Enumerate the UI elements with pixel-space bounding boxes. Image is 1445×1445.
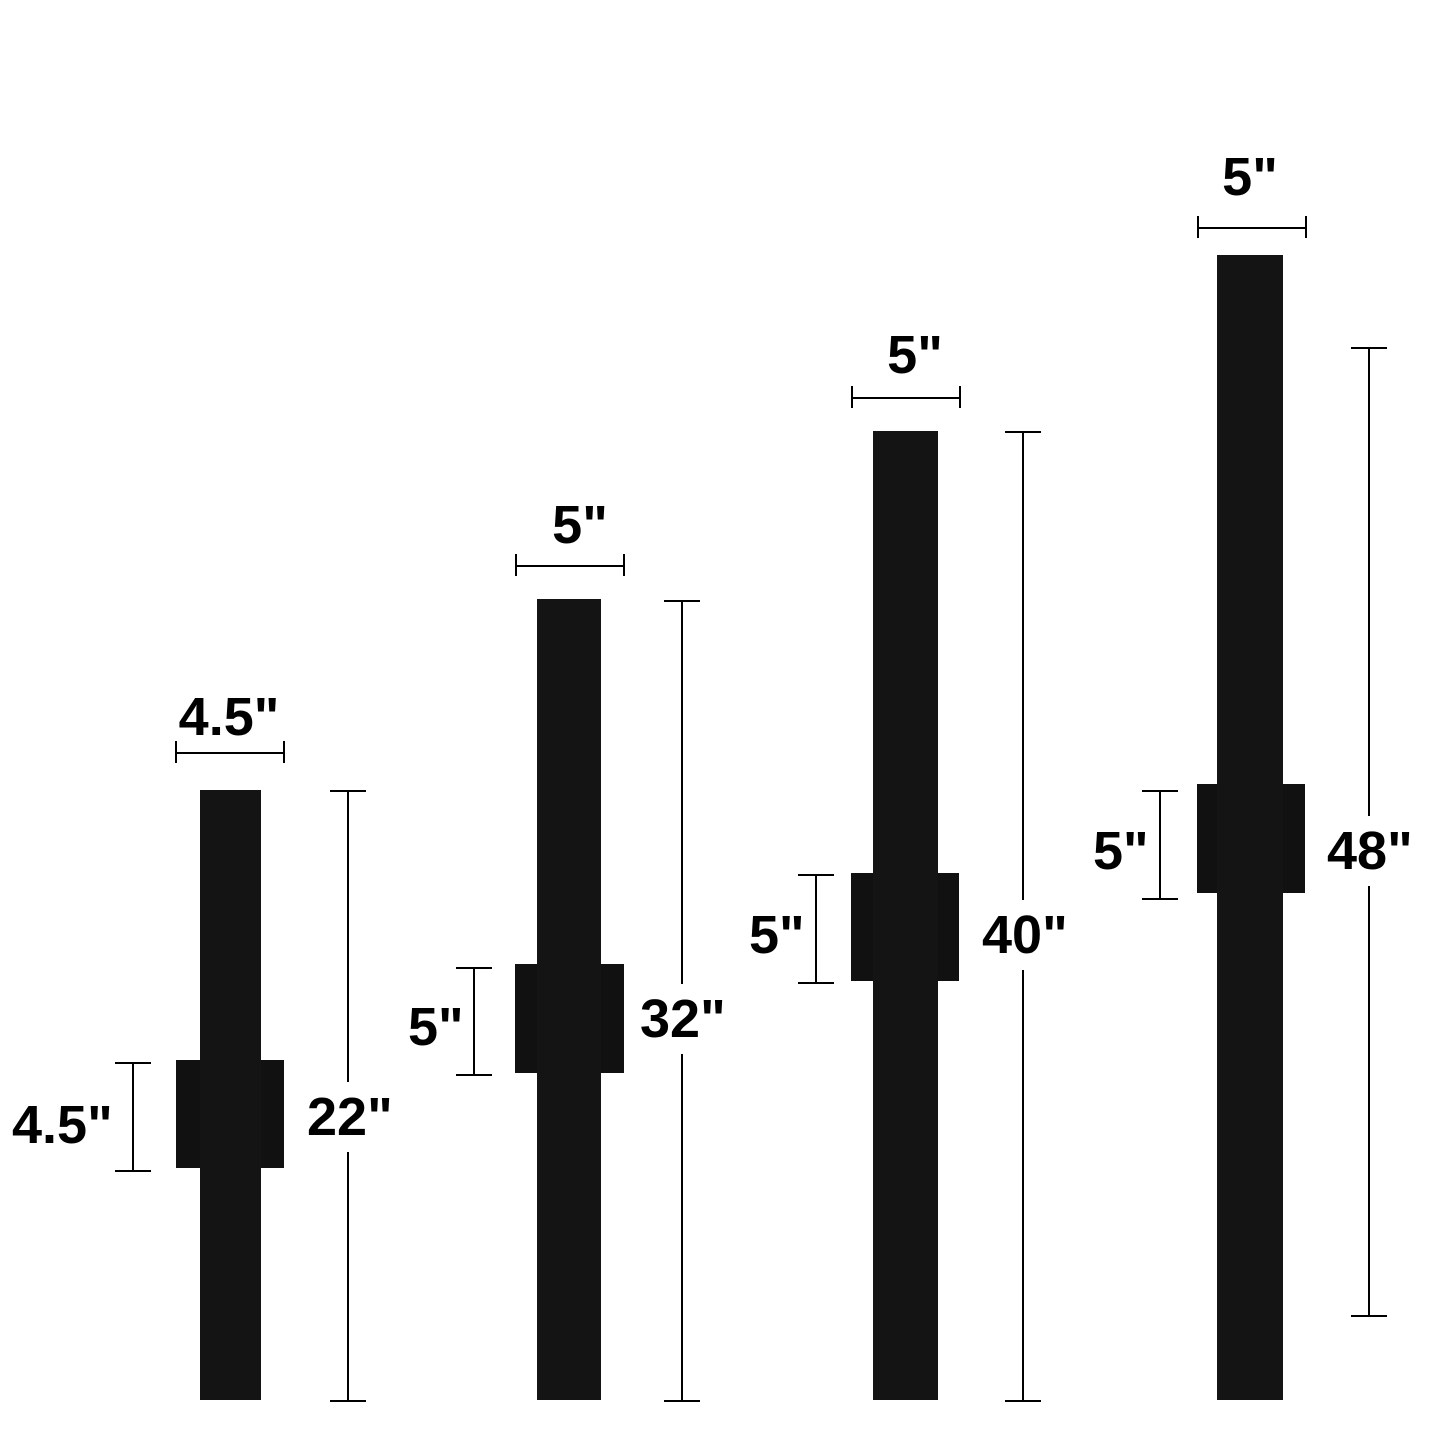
bracket-label: 5" xyxy=(408,997,464,1057)
dimension-tick xyxy=(664,600,700,602)
label-gap xyxy=(341,1082,355,1152)
label-gap xyxy=(1362,816,1376,886)
dimension-tick xyxy=(330,1400,366,1402)
bracket-dimension-line xyxy=(815,874,817,982)
height-label: 40" xyxy=(982,905,1068,965)
dimension-tick xyxy=(1142,898,1178,900)
width-dimension-line xyxy=(851,397,959,399)
dimension-tick xyxy=(1005,1400,1041,1402)
height-label: 22" xyxy=(307,1087,393,1147)
dimension-tick xyxy=(623,554,625,576)
light-fixture-bar xyxy=(200,790,261,1400)
dimension-tick xyxy=(1351,347,1387,349)
height-label: 48" xyxy=(1327,821,1413,881)
dimension-tick xyxy=(115,1170,151,1172)
bracket-dimension-line xyxy=(132,1062,134,1170)
label-gap xyxy=(675,984,689,1054)
bracket-label: 4.5" xyxy=(12,1095,113,1155)
bracket-dimension-line xyxy=(473,967,475,1074)
dimension-tick xyxy=(456,1074,492,1076)
dimension-tick xyxy=(1305,216,1307,238)
light-fixture-bar xyxy=(1217,255,1283,1400)
label-gap xyxy=(1016,900,1030,970)
dimension-tick xyxy=(1142,790,1178,792)
dimension-tick xyxy=(1351,1315,1387,1317)
dimension-tick xyxy=(959,386,961,408)
light-fixture-bar xyxy=(537,599,601,1400)
bracket-dimension-line xyxy=(1159,790,1161,898)
width-dimension-line xyxy=(1197,227,1305,229)
light-fixture-bar xyxy=(873,431,938,1400)
height-label: 32" xyxy=(640,989,726,1049)
width-dimension-line xyxy=(515,565,623,567)
dimension-tick xyxy=(1197,216,1199,238)
dimension-tick xyxy=(456,967,492,969)
dimension-tick xyxy=(851,386,853,408)
dimension-tick xyxy=(115,1062,151,1064)
dimension-tick xyxy=(664,1400,700,1402)
width-dimension-line xyxy=(175,752,283,754)
dimension-tick xyxy=(515,554,517,576)
width-label: 5" xyxy=(552,495,608,555)
dimension-tick xyxy=(175,741,177,763)
dimension-tick xyxy=(283,741,285,763)
dimension-tick xyxy=(798,982,834,984)
width-label: 5" xyxy=(1222,147,1278,207)
bracket-label: 5" xyxy=(1093,821,1149,881)
width-label: 4.5" xyxy=(178,687,280,747)
width-label: 5" xyxy=(887,325,943,385)
bracket-label: 5" xyxy=(749,905,805,965)
dimension-tick xyxy=(1005,431,1041,433)
dimension-tick xyxy=(798,874,834,876)
dimension-tick xyxy=(330,790,366,792)
